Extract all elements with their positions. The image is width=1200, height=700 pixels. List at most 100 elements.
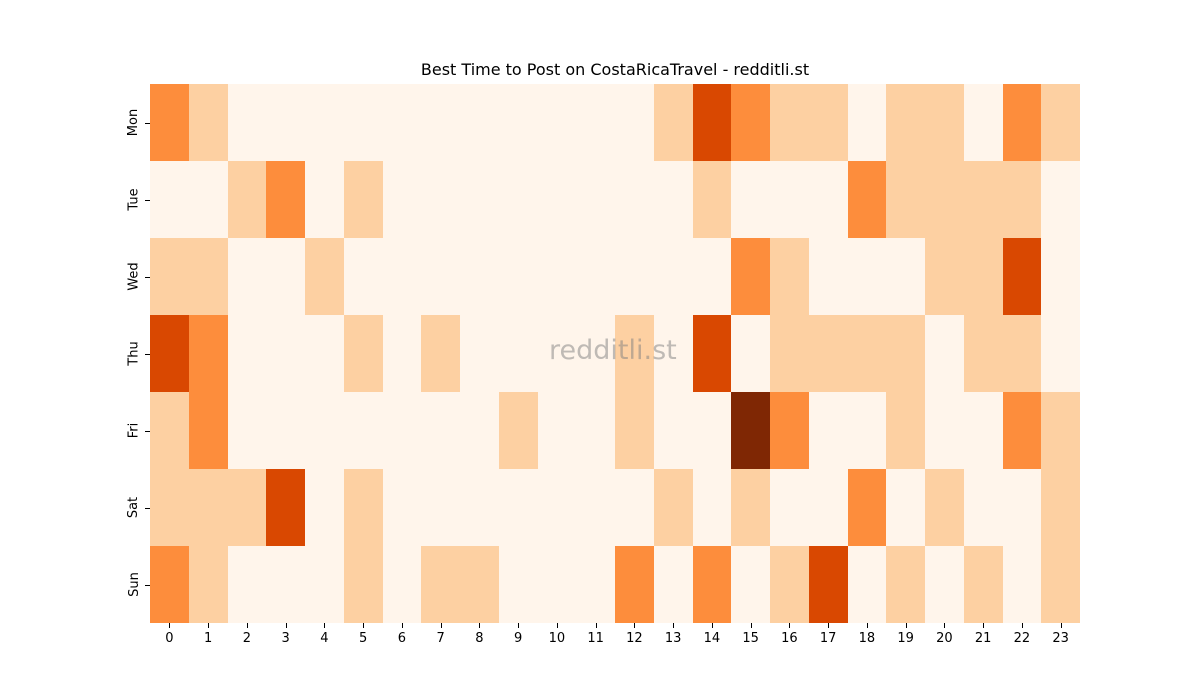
x-tick xyxy=(905,623,907,628)
heatmap-cell xyxy=(305,161,344,238)
heatmap-cell xyxy=(1041,84,1080,161)
x-tick-label: 2 xyxy=(242,631,252,646)
x-tick-label: 19 xyxy=(897,631,914,646)
x-tick xyxy=(673,623,675,628)
heatmap-cell xyxy=(770,392,809,469)
heatmap-cell xyxy=(537,546,577,623)
x-tick-label: 9 xyxy=(513,631,523,646)
x-tick-label: 7 xyxy=(436,631,445,646)
heatmap-cell xyxy=(1002,84,1042,161)
heatmap-cell xyxy=(886,392,925,469)
heatmap-cell xyxy=(653,392,693,469)
heatmap-cell xyxy=(1002,315,1042,392)
x-tick xyxy=(828,623,830,628)
heatmap-cell xyxy=(382,315,422,392)
heatmap-cell xyxy=(266,238,305,315)
heatmap-cell xyxy=(266,161,305,238)
x-tick xyxy=(634,623,636,628)
heatmap-cell xyxy=(343,161,383,238)
heatmap-cell xyxy=(770,315,809,392)
heatmap-cell xyxy=(498,84,538,161)
heatmap-cell xyxy=(692,546,732,623)
heatmap-cell xyxy=(1002,546,1042,623)
y-tick-label: Sun xyxy=(126,572,142,597)
x-tick-label: 8 xyxy=(475,631,484,646)
heatmap-cell xyxy=(343,238,383,315)
heatmap-cell xyxy=(305,392,344,469)
heatmap-cell xyxy=(615,392,654,469)
heatmap-cell xyxy=(382,161,422,238)
x-tick-label: 18 xyxy=(858,631,876,646)
heatmap-cell xyxy=(770,238,809,315)
heatmap-cell xyxy=(305,469,344,546)
x-tick-label: 23 xyxy=(1052,631,1069,646)
y-tick xyxy=(145,507,150,509)
heatmap-cell xyxy=(576,546,615,623)
heatmap-cell xyxy=(537,315,577,392)
heatmap-cell xyxy=(343,469,383,546)
heatmap-cell xyxy=(653,315,693,392)
heatmap-cell xyxy=(460,84,499,161)
heatmap-cell xyxy=(692,315,732,392)
x-tick-label: 17 xyxy=(819,631,837,646)
heatmap-cell xyxy=(305,84,344,161)
heatmap-cell xyxy=(421,392,460,469)
heatmap-cell xyxy=(1002,469,1042,546)
x-tick xyxy=(324,623,326,628)
heatmap-cell xyxy=(421,238,460,315)
heatmap-cell xyxy=(421,161,460,238)
heatmap-cell xyxy=(615,315,654,392)
heatmap-cell xyxy=(382,546,422,623)
y-tick-label: Thu xyxy=(126,341,142,366)
heatmap-cell xyxy=(576,238,615,315)
heatmap-cell xyxy=(188,238,228,315)
x-tick xyxy=(246,623,248,628)
heatmap-cell xyxy=(188,469,228,546)
y-tick xyxy=(145,122,150,124)
heatmap-cell xyxy=(925,238,964,315)
heatmap-cell xyxy=(460,392,499,469)
x-tick-label: 20 xyxy=(936,631,953,646)
heatmap-cell xyxy=(227,238,267,315)
heatmap-cell xyxy=(188,392,228,469)
heatmap-cell xyxy=(770,84,809,161)
heatmap-cell xyxy=(266,469,305,546)
x-tick-label: 11 xyxy=(587,631,604,646)
heatmap-cell xyxy=(188,315,228,392)
heatmap-cell xyxy=(886,161,925,238)
heatmap-cell xyxy=(382,392,422,469)
heatmap-cell xyxy=(653,238,693,315)
heatmap-cell xyxy=(576,161,615,238)
y-tick-label: Wed xyxy=(126,262,142,291)
heatmap-cell xyxy=(382,469,422,546)
heatmap-cell xyxy=(1041,161,1080,238)
y-tick xyxy=(145,584,150,586)
x-tick xyxy=(363,623,365,628)
heatmap-cell xyxy=(305,315,344,392)
watermark: redditli.st xyxy=(549,335,677,366)
heatmap-cell xyxy=(963,315,1003,392)
heatmap-cell xyxy=(266,546,305,623)
heatmap-cell xyxy=(615,84,654,161)
heatmap-cell xyxy=(266,84,305,161)
heatmap-cell xyxy=(576,392,615,469)
heatmap-cell xyxy=(847,469,887,546)
heatmap-cell xyxy=(925,546,964,623)
heatmap-cell xyxy=(188,161,228,238)
heatmap-cell xyxy=(150,392,189,469)
heatmap-cell xyxy=(963,392,1003,469)
heatmap-cell xyxy=(227,546,267,623)
heatmap-cell xyxy=(421,546,460,623)
heatmap-cell xyxy=(460,546,499,623)
heatmap-cell xyxy=(150,161,189,238)
y-tick-label: Sat xyxy=(126,496,142,519)
heatmap-cell xyxy=(925,161,964,238)
heatmap-cell xyxy=(886,238,925,315)
x-tick xyxy=(440,623,442,628)
heatmap-cell xyxy=(343,315,383,392)
heatmap-cell xyxy=(731,469,770,546)
heatmap-cell xyxy=(692,469,732,546)
heatmap-cell xyxy=(1041,238,1080,315)
heatmap-cell xyxy=(227,84,267,161)
heatmap-cell xyxy=(731,315,770,392)
